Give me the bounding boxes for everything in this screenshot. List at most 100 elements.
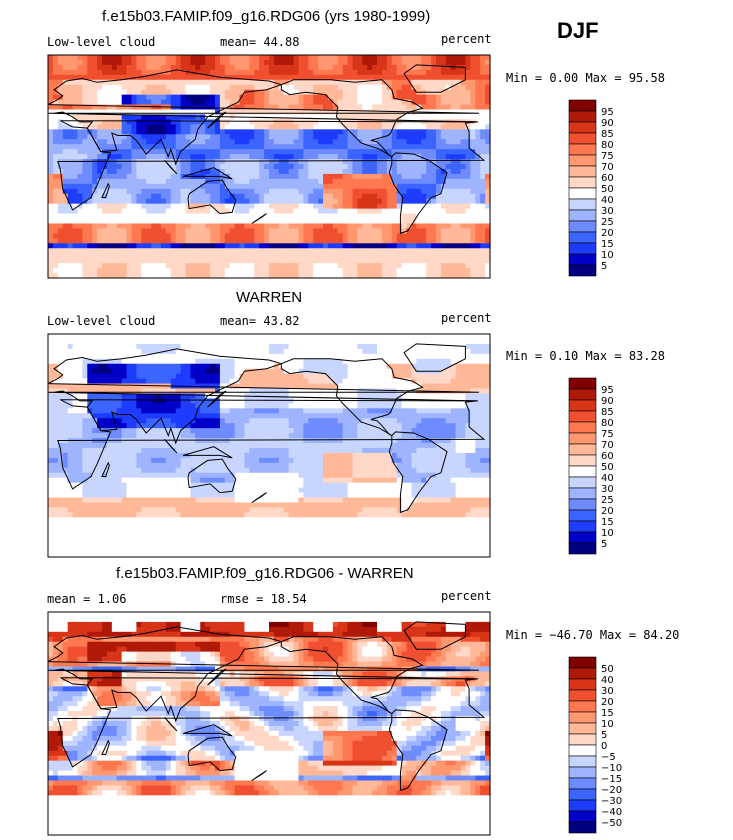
map-cell	[205, 358, 211, 365]
map-cell	[426, 263, 432, 269]
map-cell	[303, 99, 309, 106]
map-cell	[48, 358, 54, 365]
map-cell	[327, 164, 334, 170]
map-cell	[106, 353, 113, 360]
map-cell	[87, 268, 93, 274]
map-cell	[288, 363, 295, 370]
map-cell	[205, 243, 211, 249]
map-cell	[224, 94, 231, 101]
map-cell	[367, 114, 373, 121]
map-cell	[332, 218, 339, 225]
map-cell	[136, 193, 142, 200]
map-cell	[97, 348, 103, 355]
map-cell	[52, 268, 59, 274]
map-cell	[116, 198, 123, 205]
map-cell	[426, 268, 432, 274]
map-cell	[224, 154, 231, 160]
map-cell	[210, 178, 216, 185]
map-cell	[303, 129, 309, 135]
map-cell	[460, 193, 467, 200]
map-cell	[111, 144, 118, 150]
map-cell	[470, 59, 476, 66]
map-cell	[342, 74, 349, 81]
map-cell	[249, 124, 255, 130]
map-cell	[396, 55, 403, 61]
map-cell	[347, 159, 354, 165]
map-cell	[165, 193, 172, 200]
map-cell	[170, 188, 177, 195]
map-cell	[106, 64, 113, 71]
map-cell	[455, 208, 462, 215]
map-cell	[386, 114, 393, 121]
map-cell	[372, 173, 378, 180]
map-cell	[77, 129, 83, 135]
map-cell	[455, 233, 462, 239]
map-cell	[288, 348, 295, 355]
map-cell	[146, 168, 152, 175]
map-cell	[229, 178, 236, 185]
map-cell	[156, 218, 162, 225]
map-cell	[391, 159, 398, 165]
map-cell	[435, 258, 442, 264]
map-cell	[97, 368, 103, 375]
map-cell	[151, 94, 157, 101]
map-cell	[278, 223, 285, 230]
map-cell	[445, 104, 452, 111]
map-cell	[190, 119, 196, 125]
map-cell	[269, 334, 275, 340]
map-cell	[180, 129, 187, 135]
map-cell	[190, 178, 196, 185]
map-cell	[205, 84, 211, 91]
map-cell	[92, 168, 98, 175]
map-cell	[224, 363, 231, 370]
map-cell	[259, 144, 265, 150]
map-cell	[465, 243, 471, 249]
map-cell	[391, 248, 398, 254]
map-cell	[352, 208, 358, 215]
map-cell	[273, 119, 280, 125]
map-cell	[244, 154, 250, 160]
map-cell	[377, 248, 383, 254]
map-cell	[116, 164, 123, 170]
map-cell	[82, 268, 88, 274]
map-cell	[82, 258, 88, 264]
map-cell	[244, 55, 250, 61]
map-cell	[485, 129, 491, 135]
map-cell	[249, 258, 255, 264]
map-cell	[170, 69, 177, 76]
map-cell	[239, 258, 246, 264]
map-cell	[347, 258, 354, 264]
map-cell	[313, 173, 319, 180]
map-cell	[318, 134, 324, 140]
map-cell	[82, 238, 88, 244]
map-cell	[357, 343, 363, 350]
map-cell	[106, 363, 113, 370]
map-cell	[367, 233, 373, 239]
map-cell	[254, 134, 260, 140]
map-cell	[386, 183, 393, 190]
map-cell	[475, 373, 481, 380]
map-cell	[401, 334, 408, 340]
map-cell	[391, 348, 398, 355]
map-cell	[234, 119, 241, 125]
map-cell	[185, 139, 192, 145]
map-cell	[131, 183, 137, 190]
map-cell	[386, 109, 393, 116]
map-cell	[323, 173, 329, 180]
map-cell	[48, 188, 54, 195]
map-cell	[323, 233, 329, 239]
map-cell	[391, 223, 398, 230]
map-cell	[445, 173, 452, 180]
map-cell	[327, 233, 334, 239]
map-cell	[485, 114, 491, 121]
map-cell	[337, 193, 344, 200]
map-cell	[293, 144, 300, 150]
map-cell	[293, 74, 300, 81]
map-cell	[396, 84, 403, 91]
map-cell	[82, 223, 88, 230]
map-cell	[102, 94, 108, 101]
map-cell	[229, 268, 236, 274]
map-cell	[337, 159, 344, 165]
map-cell	[293, 334, 300, 340]
map-cell	[435, 114, 442, 121]
